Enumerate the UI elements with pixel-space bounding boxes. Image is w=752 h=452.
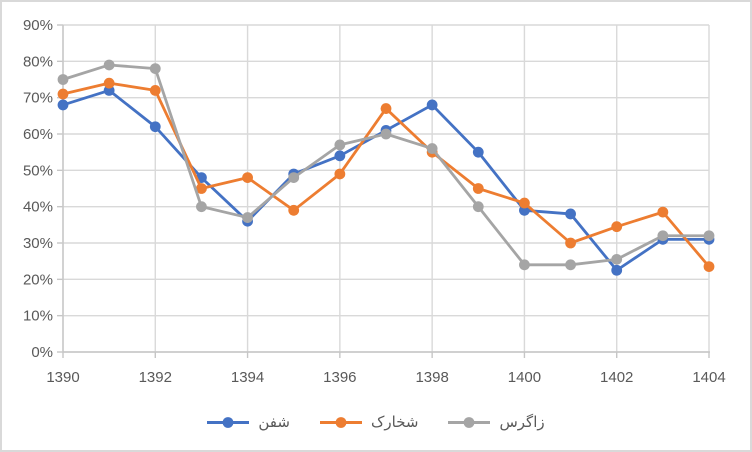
data-point-shakharak-1392 — [149, 85, 161, 96]
legend-marker-icon-shakharak — [319, 416, 362, 428]
data-point-zagros-1398 — [426, 143, 438, 154]
legend-marker-icon-zagros — [448, 416, 491, 428]
data-point-shafan-1392 — [149, 121, 161, 133]
legend-label-shafan: شفن — [258, 413, 290, 431]
data-point-zagros-1404 — [703, 230, 715, 242]
y-axis-label-30: 30% — [23, 235, 53, 252]
data-point-zagros-1397 — [380, 128, 392, 140]
data-point-zagros-1390 — [57, 74, 69, 85]
data-point-shakharak-1391 — [103, 77, 115, 89]
data-point-shafan-1390 — [57, 99, 69, 111]
legend-item-shafan[interactable]: شفن — [207, 413, 290, 431]
data-point-shakharak-1401 — [565, 237, 576, 249]
series-line-zagros — [61, 63, 711, 267]
data-point-zagros-1403 — [657, 230, 669, 242]
data-point-zagros-1401 — [565, 259, 576, 271]
data-point-zagros-1392 — [149, 63, 161, 74]
data-point-zagros-1402 — [611, 253, 623, 265]
data-point-shakharak-1403 — [657, 206, 669, 218]
data-point-shakharak-1402 — [611, 221, 623, 233]
data-point-zagros-1393 — [196, 201, 207, 213]
x-axis-label-1394: 1394 — [231, 369, 264, 386]
data-point-shakharak-1393 — [196, 183, 207, 194]
chart-svg[interactable]: 0% 10% 20% 30% 40% 50% 60% 70% 80% 90% 1390 1392 139… — [2, 2, 750, 402]
x-axis-label-1392: 1392 — [139, 369, 172, 386]
legend-label-zagros: زاگرس — [499, 413, 545, 431]
data-point-zagros-1395 — [288, 172, 300, 184]
data-point-shafan-1402 — [611, 264, 623, 276]
x-axis-label-1402: 1402 — [600, 369, 633, 386]
legend-item-zagros[interactable]: زاگرس — [448, 413, 545, 431]
data-point-shakharak-1400 — [519, 197, 530, 209]
data-point-shakharak-1390 — [57, 88, 69, 100]
y-axis-label-40: 40% — [23, 199, 53, 216]
data-point-shafan-1398 — [426, 99, 438, 111]
data-point-zagros-1391 — [103, 59, 115, 71]
legend-item-shakharak[interactable]: شخارک — [319, 413, 419, 431]
chart-legend: شفن شخارک زاگرس — [2, 404, 750, 440]
y-axis-label-0: 0% — [31, 344, 53, 361]
x-axis-label-1396: 1396 — [323, 369, 356, 386]
legend-marker-icon-shafan — [207, 416, 250, 428]
y-axis-label-70: 70% — [23, 90, 53, 107]
y-axis-label-50: 50% — [23, 162, 53, 179]
y-axis-label-80: 80% — [23, 53, 53, 70]
data-point-shakharak-1395 — [288, 204, 300, 216]
x-axis-label-1398: 1398 — [415, 369, 448, 386]
legend-label-shakharak: شخارک — [370, 413, 419, 431]
data-point-shakharak-1404 — [703, 261, 715, 273]
y-axis-label-20: 20% — [23, 271, 53, 288]
data-point-zagros-1394 — [242, 212, 253, 223]
x-axis-label-1400: 1400 — [508, 369, 541, 386]
data-point-shakharak-1397 — [380, 103, 392, 114]
x-axis-label-1390: 1390 — [46, 369, 79, 386]
data-point-zagros-1399 — [472, 201, 484, 213]
data-point-shafan-1399 — [472, 146, 484, 158]
y-axis-label-10: 10% — [23, 308, 53, 325]
data-point-shakharak-1394 — [242, 172, 253, 184]
data-point-shafan-1401 — [565, 208, 576, 220]
x-axis-label-1404: 1404 — [692, 369, 725, 386]
y-axis-label-60: 60% — [23, 126, 53, 143]
y-axis-label-90: 90% — [23, 17, 53, 34]
data-point-shakharak-1396 — [334, 168, 346, 180]
data-point-zagros-1396 — [334, 139, 346, 151]
data-point-zagros-1400 — [519, 259, 530, 271]
data-point-shakharak-1399 — [472, 183, 484, 194]
data-point-shafan-1396 — [334, 150, 346, 162]
